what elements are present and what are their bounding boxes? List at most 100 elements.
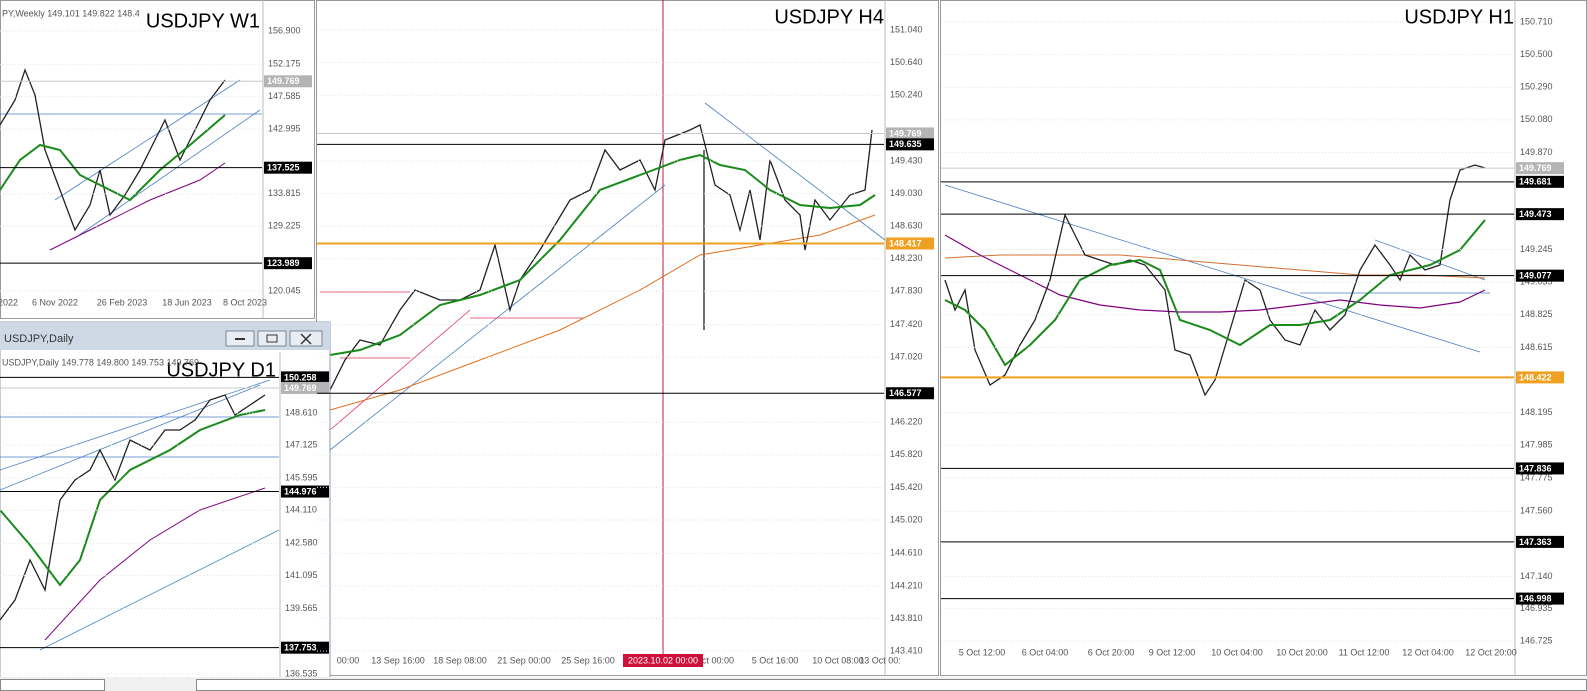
price-tick-label: 147.985: [1520, 440, 1553, 450]
level-label-box: [886, 138, 934, 151]
level-label: 148.417: [889, 238, 922, 248]
level-label-box: [1516, 162, 1564, 175]
chart-header: USDJPY,Daily 149.778 149.800 149.753 149…: [2, 357, 199, 367]
level-label: 149.769: [267, 76, 300, 86]
date-label: 13 Sep 16:00: [371, 655, 425, 665]
price-tick-label: 145.420: [890, 482, 923, 492]
price-tick-label: 150.500: [1520, 49, 1553, 59]
level-label: 149.473: [1519, 209, 1552, 219]
d1-window: USDJPY,Daily: [0, 321, 331, 684]
level-label-box: [264, 161, 312, 174]
level-label-box: [886, 387, 934, 400]
level-label-box: [1516, 208, 1564, 221]
price-tick-label: 139.565: [285, 603, 318, 613]
date-label: 13 Oct 00:: [859, 655, 901, 665]
price-tick-label: 146.725: [1520, 635, 1553, 645]
price-tick-label: 133.815: [268, 188, 301, 198]
price-tick-label: 150.710: [1520, 16, 1553, 26]
price-tick-label: 144.210: [890, 580, 923, 590]
level-label-box: [281, 381, 329, 394]
chart-header: PY,Weekly 149.101 149.822 148.4: [2, 8, 140, 18]
date-label: 12 Oct 20:00: [1465, 647, 1517, 657]
date-label: 18 Sep 08:00: [433, 655, 487, 665]
price-tick-label: 150.240: [890, 89, 923, 99]
level-label: 149.635: [889, 139, 922, 149]
level-label: 149.769: [284, 383, 317, 393]
date-label: 10 Oct 04:00: [1211, 647, 1263, 657]
price-tick-label: 148.230: [890, 253, 923, 263]
level-label: 149.769: [889, 128, 922, 138]
price-tick-label: 152.175: [268, 59, 301, 69]
date-label: 10 Oct 20:00: [1276, 647, 1328, 657]
price-tick-label: 143.810: [890, 613, 923, 623]
price-tick-label: 145.820: [890, 449, 923, 459]
price-tick-label: 149.430: [890, 155, 923, 165]
date-label: 26 Feb 2023: [97, 297, 148, 307]
w1-drawing: [0, 68, 262, 251]
level-label: 147.836: [1519, 463, 1552, 473]
price-tick-label: 148.825: [1520, 309, 1553, 319]
price-tick-label: 151.040: [890, 24, 923, 34]
price-tick-label: 150.290: [1520, 82, 1553, 92]
price-tick-label: 142.580: [285, 538, 318, 548]
level-label: 149.077: [1519, 271, 1552, 281]
price-tick-label: 147.585: [268, 91, 301, 101]
tab-area: [196, 679, 1587, 691]
date-label: 5 Oct 16:00: [752, 655, 799, 665]
price-tick-label: 148.195: [1520, 407, 1553, 417]
price-tick-label: 142.995: [268, 123, 301, 133]
level-label: 123.989: [267, 258, 300, 268]
level-label: 146.577: [889, 388, 922, 398]
price-tick-label: 148.615: [1520, 342, 1553, 352]
price-tick-label: 147.420: [890, 319, 923, 329]
level-label-box: [1516, 535, 1564, 548]
date-label: ct 00:00: [702, 655, 734, 665]
date-label: 00:00: [337, 655, 360, 665]
price-tick-label: 147.125: [285, 439, 318, 449]
date-label: 21 Sep 00:00: [497, 655, 551, 665]
price-tick-label: 129.225: [268, 221, 301, 231]
price-tick-label: 145.595: [285, 473, 318, 483]
level-label: 137.753: [284, 643, 317, 653]
price-tick-label: 148.610: [285, 407, 318, 417]
chart-title: USDJPY H1: [1404, 6, 1514, 28]
price-tick-label: 147.020: [890, 352, 923, 362]
price-tick-label: 149.030: [890, 188, 923, 198]
price-tick-label: 156.900: [268, 25, 301, 35]
level-label: 149.681: [1519, 177, 1552, 187]
tab[interactable]: [0, 679, 105, 691]
date-label: 8 Oct 2023: [223, 297, 267, 307]
level-label: 146.998: [1519, 593, 1552, 603]
level-label-box: [1516, 462, 1564, 475]
price-tick-label: 148.630: [890, 221, 923, 231]
price-tick-label: 150.080: [1520, 114, 1553, 124]
price-tick-label: 144.110: [285, 505, 317, 515]
restore-button[interactable]: [257, 330, 287, 347]
price-tick-label: 145.020: [890, 514, 923, 524]
cursor-date: 2023.10.02 00:00: [628, 655, 698, 665]
level-label-box: [1516, 371, 1564, 384]
price-tick-label: 147.140: [1520, 571, 1553, 581]
level-label-box: [1516, 592, 1564, 605]
level-label: 137.525: [267, 163, 300, 173]
price-tick-label: 146.220: [890, 417, 923, 427]
date-label: 6 Oct 20:00: [1088, 647, 1135, 657]
price-tick-label: 141.095: [285, 570, 318, 580]
price-tick-label: 144.610: [890, 548, 923, 558]
level-label-box: [886, 127, 934, 140]
price-tick-label: 143.410: [890, 645, 923, 655]
date-label: 6 Nov 2022: [32, 297, 78, 307]
level-label: 147.363: [1519, 537, 1552, 547]
h1-drawing: [944, 164, 1490, 397]
level-label-box: [1516, 269, 1564, 282]
price-tick-label: 120.045: [268, 285, 301, 295]
date-label: 9 Oct 12:00: [1149, 647, 1196, 657]
price-tick-label: 150.640: [890, 57, 923, 67]
cursor-date-box: [623, 654, 703, 667]
price-tick-label: 146.935: [1520, 603, 1553, 613]
date-label: 11 Oct 12:00: [1339, 647, 1390, 657]
level-label: 150.258: [284, 372, 317, 382]
level-label: 144.976: [284, 486, 317, 496]
level-label-box: [886, 237, 934, 250]
